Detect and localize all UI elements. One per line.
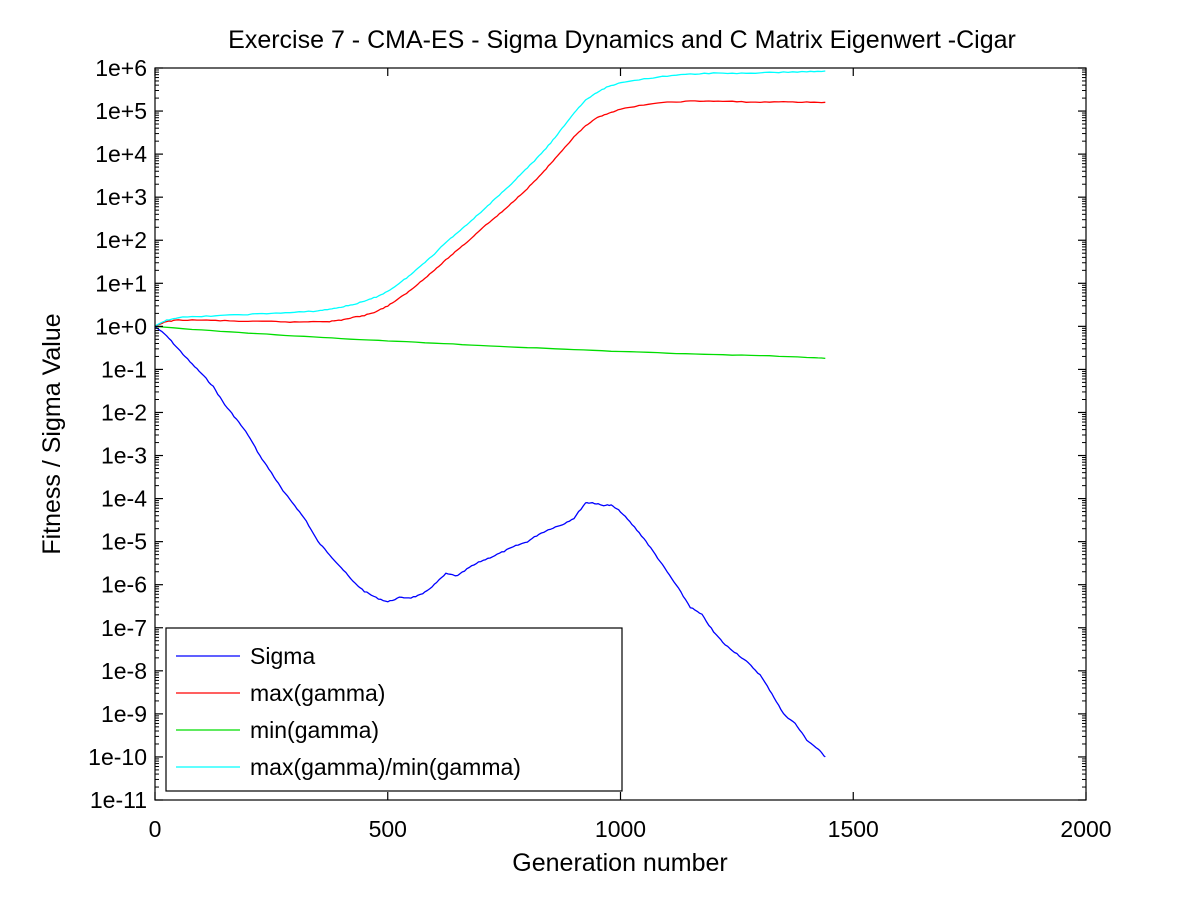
y-tick-label: 1e-9 [101, 701, 147, 727]
y-tick-label: 1e+5 [95, 98, 147, 124]
chart-title: Exercise 7 - CMA-ES - Sigma Dynamics and… [228, 26, 1016, 54]
series-line-4 [154, 70, 826, 327]
series-line-3 [154, 325, 826, 360]
ticks-layer: 0 500 1000 1500 2000 1e-11 1e-10 1e-9 1e-8 1e-7 1e… [88, 55, 1111, 842]
y-tick-label: 1e-4 [101, 486, 147, 512]
y-tick-label: 1e-8 [101, 658, 147, 684]
legend-box [165, 627, 623, 792]
x-axis-label: Generation number [512, 849, 727, 877]
y-tick-label: 1e-10 [88, 744, 147, 770]
series-line-2 [154, 100, 826, 327]
x-tick-label: 1000 [595, 816, 646, 842]
y-tick-label: 1e-11 [90, 787, 147, 813]
y-tick-label: 1e+1 [95, 270, 147, 296]
legend-label-2: max(gamma) [250, 680, 385, 706]
y-tick-label: 1e-6 [101, 572, 147, 598]
y-tick-label: 1e-1 [101, 356, 147, 382]
x-tick-label: 2000 [1060, 816, 1111, 842]
x-tick-label: 500 [369, 816, 407, 842]
x-tick-label: 0 [149, 816, 162, 842]
legend-label-3: min(gamma) [250, 717, 379, 743]
y-tick-label: 1e+3 [95, 184, 147, 210]
legend-label-4: max(gamma)/min(gamma) [250, 754, 521, 780]
y-tick-label: 1e+0 [95, 313, 147, 339]
y-tick-label: 1e+4 [95, 141, 147, 167]
y-tick-label: 1e+2 [95, 227, 147, 253]
y-tick-label: 1e+6 [95, 55, 147, 81]
y-tick-label: 1e-7 [101, 615, 147, 641]
series-line-1 [154, 325, 826, 758]
series-layer [154, 70, 826, 758]
x-tick-label: 1500 [828, 816, 879, 842]
y-tick-label: 1e-3 [101, 443, 147, 469]
legend: Sigma max(gamma) min(gamma) max(gamma)/min(… [165, 627, 623, 792]
y-tick-label: 1e-5 [101, 529, 147, 555]
y-axis-label: Fitness / Sigma Value [38, 313, 66, 554]
y-tick-label: 1e-2 [101, 399, 147, 425]
legend-label-1: Sigma [250, 643, 315, 669]
